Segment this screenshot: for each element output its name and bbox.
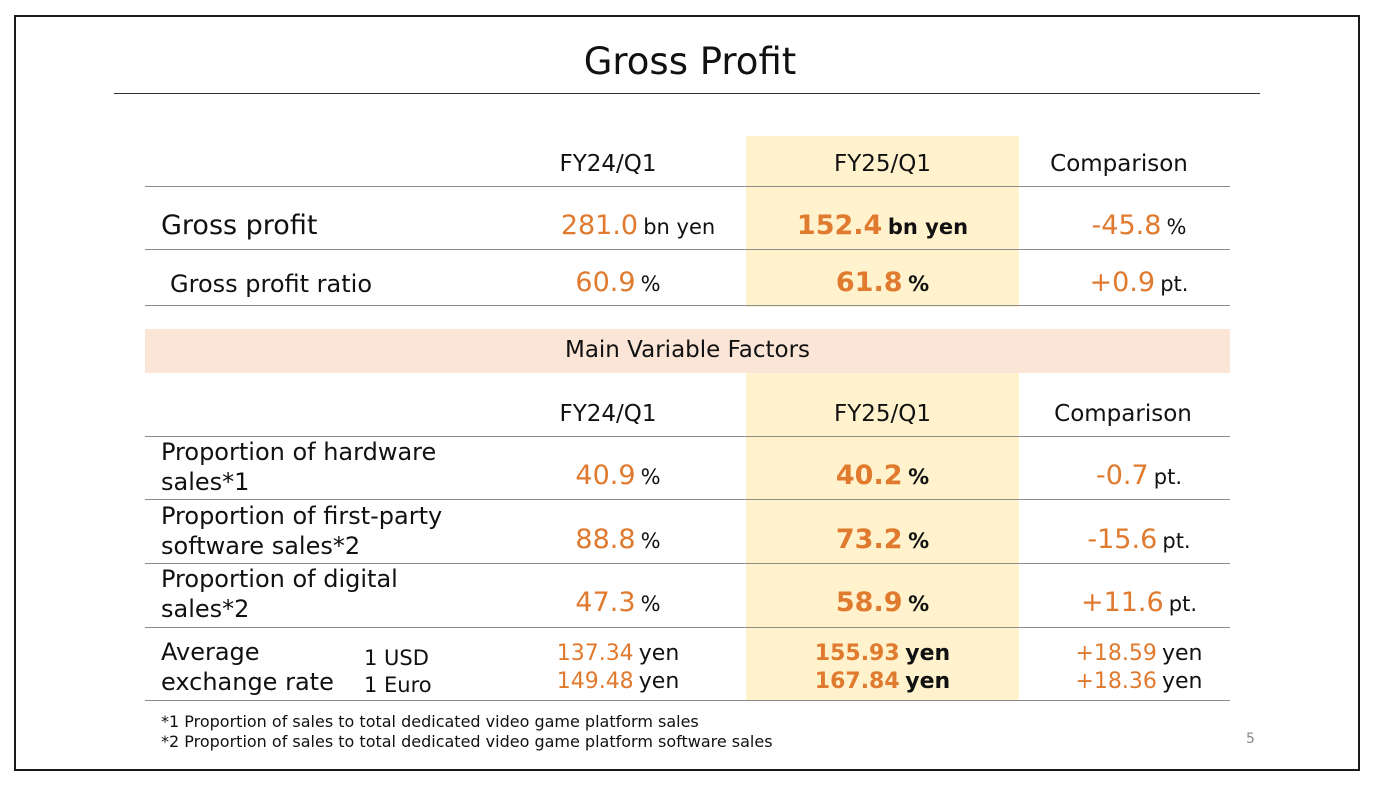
col-header-comparison: Comparison bbox=[1050, 151, 1188, 177]
usd-label: 1 USD bbox=[364, 646, 429, 670]
exchange-rate-fy24: 137.34 yen 149.48 yen bbox=[556, 641, 680, 694]
col-header-fy24: FY24/Q1 bbox=[559, 401, 657, 427]
first-party-fy25: 73.2 % bbox=[835, 524, 930, 555]
digital-fy24: 47.3 % bbox=[575, 587, 661, 618]
title-underline bbox=[114, 93, 1260, 94]
digital-fy25: 58.9 % bbox=[835, 587, 930, 618]
gross-profit-ratio-comparison: +0.9 pt. bbox=[1089, 267, 1189, 298]
hardware-fy24: 40.9 % bbox=[575, 460, 661, 491]
hardware-fy25: 40.2 % bbox=[835, 460, 930, 491]
gross-profit-ratio-label: Gross profit ratio bbox=[170, 270, 373, 298]
row-rule bbox=[145, 305, 1230, 306]
row-rule bbox=[145, 700, 1230, 701]
first-party-fy24: 88.8 % bbox=[575, 524, 661, 555]
digital-comparison: +11.6 pt. bbox=[1080, 587, 1198, 618]
slide-title: Gross Profit bbox=[583, 40, 797, 83]
page-number: 5 bbox=[1246, 731, 1255, 747]
factors-section-bar bbox=[145, 329, 1230, 373]
row-rule bbox=[145, 627, 1230, 628]
exchange-rate-fy25: 155.93 yen 167.84 yen bbox=[814, 641, 951, 694]
factors-section-title: Main Variable Factors bbox=[564, 337, 811, 363]
footnotes: *1 Proportion of sales to total dedicate… bbox=[161, 712, 773, 752]
col-header-fy25: FY25/Q1 bbox=[833, 151, 932, 177]
first-party-comparison: -15.6 pt. bbox=[1087, 524, 1191, 555]
col-header-fy25: FY25/Q1 bbox=[833, 401, 932, 427]
exchange-rate-comparison: +18.59 yen +18.36 yen bbox=[1075, 641, 1203, 694]
exchange-rate-label: Average exchange rate bbox=[161, 638, 334, 696]
header-rule bbox=[145, 436, 1230, 437]
row-rule bbox=[145, 499, 1230, 500]
euro-label: 1 Euro bbox=[364, 673, 432, 697]
digital-label: Proportion of digital sales*2 bbox=[161, 565, 398, 623]
hardware-comparison: -0.7 pt. bbox=[1095, 460, 1183, 491]
fy25-highlight-column-top bbox=[746, 136, 1019, 307]
hardware-label: Proportion of hardware sales*1 bbox=[161, 438, 437, 496]
col-header-fy24: FY24/Q1 bbox=[559, 151, 657, 177]
footnote-2: *2 Proportion of sales to total dedicate… bbox=[161, 732, 773, 751]
first-party-label: Proportion of first-party software sales*… bbox=[161, 502, 443, 560]
gross-profit-ratio-fy24: 60.9 % bbox=[575, 267, 661, 298]
gross-profit-comparison: -45.8 % bbox=[1091, 210, 1187, 241]
col-header-comparison: Comparison bbox=[1054, 401, 1192, 427]
row-rule bbox=[145, 249, 1230, 250]
currency-labels: 1 USD 1 Euro bbox=[364, 645, 432, 699]
gross-profit-fy25: 152.4 bn yen bbox=[796, 210, 969, 241]
fy25-highlight-column-bottom bbox=[746, 373, 1019, 700]
gross-profit-ratio-fy25: 61.8 % bbox=[835, 267, 930, 298]
header-rule bbox=[145, 186, 1230, 187]
row-rule bbox=[145, 563, 1230, 564]
gross-profit-label: Gross profit bbox=[161, 210, 318, 241]
slide-frame bbox=[14, 15, 1360, 771]
gross-profit-fy24: 281.0 bn yen bbox=[560, 210, 716, 241]
footnote-1: *1 Proportion of sales to total dedicate… bbox=[161, 712, 699, 731]
